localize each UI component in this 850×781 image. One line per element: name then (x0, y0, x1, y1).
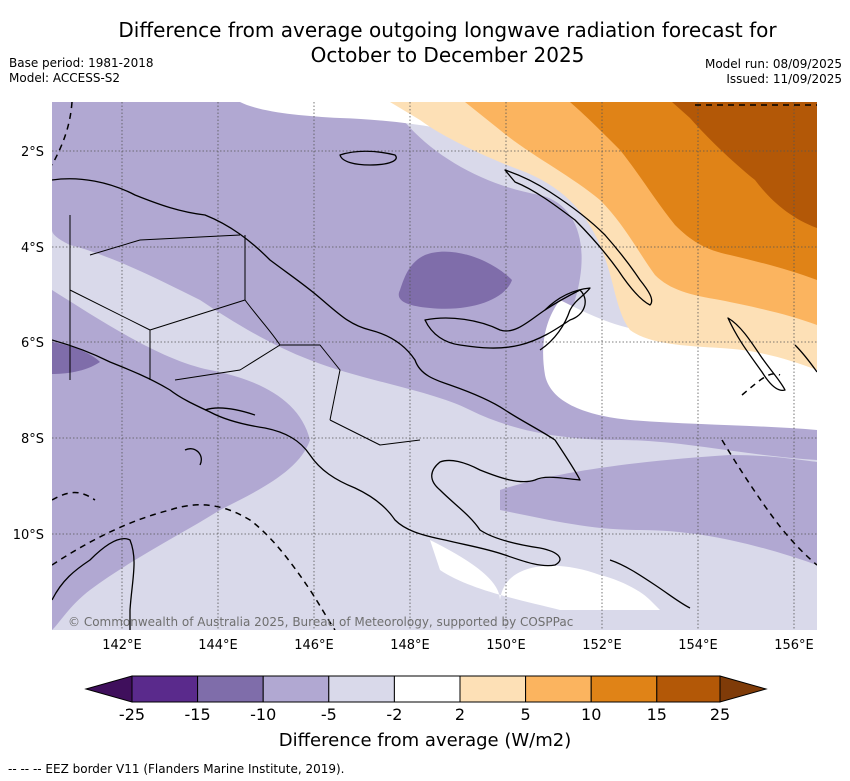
colorbar-tick: 2 (455, 705, 465, 724)
colorbar-high-arrow (719, 675, 768, 703)
colorbar-cell (393, 675, 461, 703)
colorbar-tick: 10 (581, 705, 601, 724)
anomaly-band-white-south (430, 540, 660, 610)
anomaly-band-brown (672, 102, 817, 228)
solomon-coast (794, 344, 817, 373)
title-line-1: Difference from average outgoing longwav… (118, 18, 777, 42)
colorbar-ticks: -25 -15 -10 -5 -2 2 5 10 15 25 (119, 705, 730, 724)
lon-label: 146°E (294, 638, 334, 653)
lon-label: 156°E (774, 638, 814, 653)
cape-york-coast (52, 538, 135, 630)
colorbar-cell (197, 675, 264, 703)
anomaly-band-lavender-south (52, 290, 310, 630)
colorbar-cell (262, 675, 330, 703)
lon-label: 150°E (486, 638, 526, 653)
louisiade-coast (609, 559, 691, 609)
issued-date: Issued: 11/09/2025 (726, 72, 842, 86)
huon-coast (539, 287, 591, 351)
colorbar-cell (656, 675, 721, 703)
model-run: Model run: 08/09/2025 (704, 57, 842, 71)
colorbar-tick: -15 (185, 705, 211, 724)
new-guinea-coast (52, 178, 581, 567)
lat-label: 10°S (13, 528, 44, 543)
meta-right: Model run: 08/09/2025 Issued: 11/09/2025 (705, 57, 842, 87)
new-ireland-coast (504, 169, 653, 306)
colorbar-cell (328, 675, 395, 703)
colorbar: -25 -15 -10 -5 -2 2 5 10 15 25 (84, 675, 768, 724)
lon-label: 148°E (390, 638, 430, 653)
colorbar-cell (459, 675, 527, 703)
province-borders (69, 215, 421, 446)
anomaly-band-purple-blob-north (398, 251, 512, 309)
map-area: © Commonwealth of Australia 2025, Bureau… (52, 102, 817, 630)
lat-labels: 2°S 4°S 6°S 8°S 10°S (13, 145, 44, 543)
colorbar-low-arrow (84, 675, 133, 703)
anomaly-band-lavender-east (500, 455, 817, 565)
base-period: Base period: 1981-2018 (9, 56, 154, 70)
colorbar-tick: -10 (250, 705, 276, 724)
model-name: Model: ACCESS-S2 (9, 71, 121, 85)
eez-footnote: -- -- -- EEZ border V11 (Flanders Marine… (8, 762, 345, 776)
lon-label: 144°E (198, 638, 238, 653)
colorbar-tick: 15 (647, 705, 667, 724)
lat-label: 6°S (21, 336, 44, 351)
new-britain-coast (424, 289, 586, 349)
colorbar-tick: 5 (521, 705, 531, 724)
lat-label: 8°S (21, 432, 44, 447)
manus-coast (339, 150, 397, 166)
colorbar-tick: -5 (321, 705, 337, 724)
meta-left: Base period: 1981-2018 Model: ACCESS-S2 (9, 56, 154, 86)
torres-islands (184, 407, 256, 466)
graticule (52, 102, 817, 630)
eez-borders (52, 102, 817, 630)
colorbar-cells (131, 675, 721, 703)
colorbar-tick: -25 (119, 705, 145, 724)
title-line-2: October to December 2025 (310, 43, 585, 67)
lon-label: 142°E (102, 638, 142, 653)
colorbar-title: Difference from average (W/m2) (278, 730, 572, 751)
colorbar-cell (590, 675, 658, 703)
lon-label: 154°E (678, 638, 718, 653)
lon-label: 152°E (582, 638, 622, 653)
bougainville-coast (727, 317, 786, 391)
colorbar-tick: 25 (710, 705, 730, 724)
lon-labels: 142°E 144°E 146°E 148°E 150°E 152°E 154°… (102, 638, 814, 653)
colorbar-cell (525, 675, 592, 703)
colorbar-cell (131, 675, 199, 703)
colorbar-tick: -2 (386, 705, 402, 724)
lat-label: 2°S (21, 145, 44, 160)
lat-label: 4°S (21, 241, 44, 256)
map-title: Difference from average outgoing longwav… (0, 18, 850, 68)
coastlines (52, 150, 817, 630)
copyright-text: © Commonwealth of Australia 2025, Bureau… (68, 615, 573, 629)
anomaly-band-purple-blob-west (52, 342, 100, 374)
